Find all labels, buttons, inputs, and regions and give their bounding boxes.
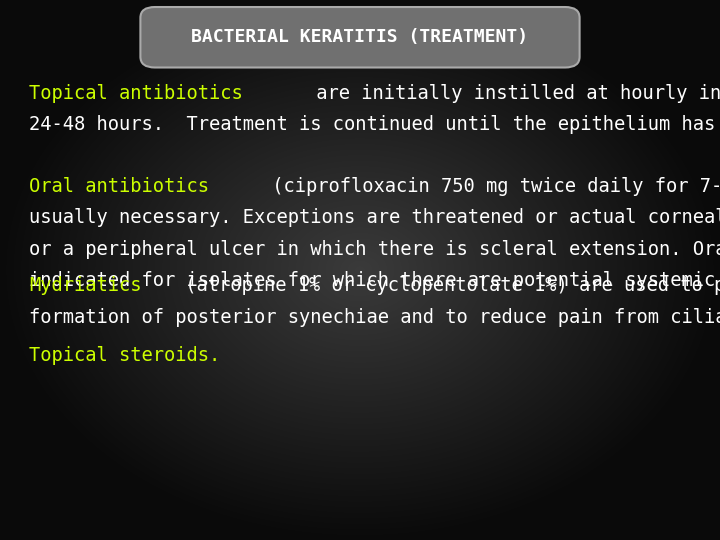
Text: indicated for isolates for which there are potential systemic complications.: indicated for isolates for which there a… bbox=[29, 271, 720, 290]
Text: Topical antibiotics: Topical antibiotics bbox=[29, 84, 243, 103]
Text: (atropine 1% or cyclopentolate 1%) are used to prevent the: (atropine 1% or cyclopentolate 1%) are u… bbox=[174, 276, 720, 295]
Text: BACTERIAL KERATITIS (TREATMENT): BACTERIAL KERATITIS (TREATMENT) bbox=[192, 28, 528, 46]
Text: Oral antibiotics: Oral antibiotics bbox=[29, 177, 209, 196]
Text: usually necessary. Exceptions are threatened or actual corneal perforation: usually necessary. Exceptions are threat… bbox=[29, 208, 720, 227]
FancyBboxPatch shape bbox=[140, 7, 580, 68]
Text: formation of posterior synechiae and to reduce pain from ciliary spasm.: formation of posterior synechiae and to … bbox=[29, 308, 720, 327]
Text: (ciprofloxacin 750 mg twice daily for 7-10 days) is not: (ciprofloxacin 750 mg twice daily for 7-… bbox=[261, 177, 720, 196]
Text: or a peripheral ulcer in which there is scleral extension. Oral therapy is also: or a peripheral ulcer in which there is … bbox=[29, 240, 720, 259]
Text: are initially instilled at hourly intervals day and night for: are initially instilled at hourly interv… bbox=[305, 84, 720, 103]
Text: Mydriatics: Mydriatics bbox=[29, 276, 141, 295]
Text: 24-48 hours.  Treatment is continued until the epithelium has healed.: 24-48 hours. Treatment is continued unti… bbox=[29, 115, 720, 134]
Text: Topical steroids.: Topical steroids. bbox=[29, 346, 220, 365]
